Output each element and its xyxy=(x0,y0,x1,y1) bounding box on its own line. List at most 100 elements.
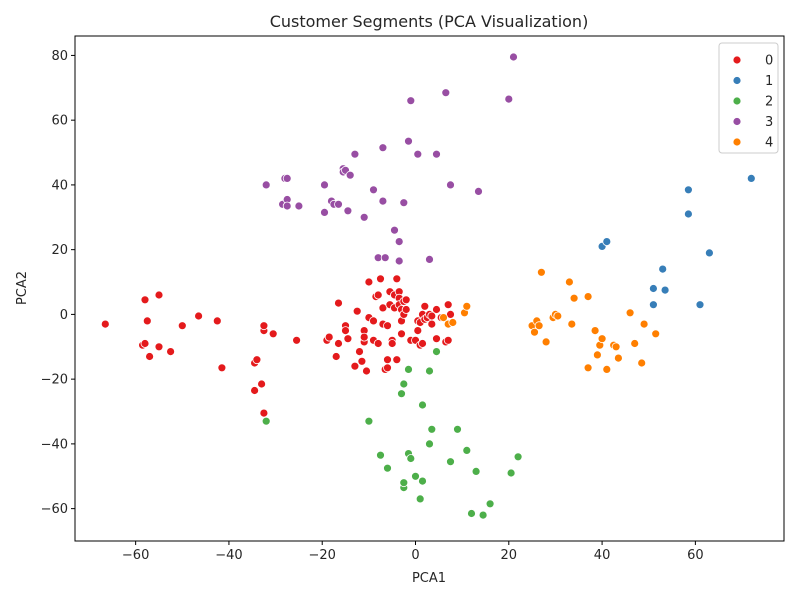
data-point xyxy=(462,445,472,455)
y-tick-label: 60 xyxy=(51,114,68,129)
y-axis-title: PCA2 xyxy=(15,271,30,305)
y-tick-label: −60 xyxy=(41,502,68,517)
data-point xyxy=(639,319,649,329)
data-point xyxy=(649,300,658,310)
y-axis: −60 −40 −20 0 20 40 60 80 xyxy=(41,49,75,517)
data-point xyxy=(474,186,483,196)
data-point xyxy=(373,290,383,300)
data-point xyxy=(369,316,378,326)
data-point xyxy=(282,173,292,183)
data-point xyxy=(448,318,458,327)
data-point xyxy=(418,400,427,410)
y-tick-label: 20 xyxy=(51,243,68,258)
y-tick-label: 80 xyxy=(51,49,68,64)
data-point xyxy=(537,267,546,277)
data-point xyxy=(630,339,640,348)
data-point xyxy=(383,321,392,331)
legend-marker xyxy=(732,137,742,147)
data-point xyxy=(154,342,164,352)
data-point xyxy=(418,476,427,486)
data-point xyxy=(394,256,404,266)
x-tick-label: 0 xyxy=(411,548,419,563)
data-point xyxy=(261,180,271,190)
data-point xyxy=(369,185,378,195)
data-point xyxy=(425,366,434,376)
data-point xyxy=(320,207,329,217)
data-point xyxy=(509,52,518,62)
data-point xyxy=(350,361,360,371)
legend-label: 4 xyxy=(765,136,773,151)
data-point xyxy=(467,509,476,518)
data-point xyxy=(376,274,385,284)
data-point xyxy=(399,198,409,208)
data-point xyxy=(415,494,425,504)
data-point xyxy=(352,306,362,316)
data-point xyxy=(341,326,350,336)
data-point xyxy=(406,96,416,106)
data-point xyxy=(378,196,388,206)
data-point xyxy=(324,332,334,342)
data-point xyxy=(432,149,441,159)
data-point xyxy=(252,355,262,365)
data-point xyxy=(660,285,670,295)
data-point xyxy=(212,316,222,326)
data-point xyxy=(294,201,304,211)
data-point xyxy=(413,326,423,336)
data-point xyxy=(611,342,621,352)
x-tick-label: −20 xyxy=(308,548,335,563)
data-point xyxy=(343,206,353,216)
data-point xyxy=(427,424,437,434)
plot-frame xyxy=(74,35,785,542)
x-tick-label: −60 xyxy=(122,548,149,563)
data-point xyxy=(432,305,441,314)
data-point xyxy=(357,356,367,366)
data-point xyxy=(553,311,563,321)
data-point xyxy=(446,180,455,190)
x-tick-label: 40 xyxy=(594,548,611,563)
x-axis: −60 −40 −20 0 20 40 60 xyxy=(122,541,704,563)
data-point xyxy=(259,321,269,331)
data-point xyxy=(420,301,430,311)
data-point xyxy=(359,212,369,222)
data-point xyxy=(399,478,409,488)
data-point xyxy=(432,347,441,357)
data-point xyxy=(401,305,411,314)
data-point xyxy=(462,301,472,311)
legend-label: 1 xyxy=(765,74,773,89)
data-point xyxy=(614,353,623,363)
data-point xyxy=(513,452,523,462)
data-point xyxy=(383,355,392,365)
data-point xyxy=(695,300,705,310)
data-point xyxy=(651,329,661,339)
plot-area xyxy=(75,36,784,541)
data-point xyxy=(142,316,152,326)
data-point xyxy=(376,450,385,460)
data-point xyxy=(145,352,155,361)
y-tick-label: 0 xyxy=(60,308,68,323)
data-point xyxy=(383,463,392,473)
x-tick-label: −40 xyxy=(215,548,242,563)
data-point xyxy=(392,274,402,284)
data-point xyxy=(506,468,516,478)
data-point xyxy=(432,334,441,344)
data-point xyxy=(154,290,164,300)
data-point xyxy=(345,170,355,180)
data-point xyxy=(359,332,369,342)
data-point xyxy=(259,408,269,418)
data-point xyxy=(590,326,600,336)
legend-label: 2 xyxy=(765,95,773,110)
data-point xyxy=(194,311,204,321)
data-point xyxy=(593,350,602,360)
data-point xyxy=(413,149,423,159)
data-point xyxy=(380,253,390,263)
data-point xyxy=(166,347,176,357)
data-point xyxy=(649,284,658,293)
data-point xyxy=(443,300,453,310)
data-point xyxy=(334,339,343,348)
data-point xyxy=(282,201,292,211)
data-point xyxy=(625,308,635,318)
x-tick-label: 60 xyxy=(687,548,704,563)
legend-box xyxy=(718,42,779,154)
data-point xyxy=(383,363,392,373)
